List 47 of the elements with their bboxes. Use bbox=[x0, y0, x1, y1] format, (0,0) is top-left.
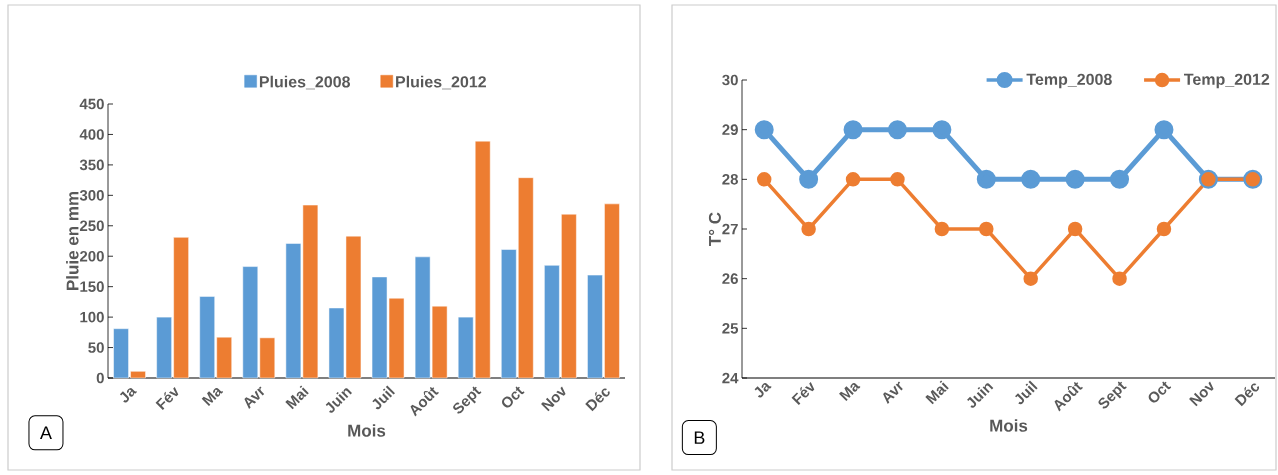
x-tick-label: Juil bbox=[372, 385, 395, 410]
x-tick-label: Fév bbox=[791, 381, 815, 406]
x-tick-label: Juin bbox=[325, 388, 352, 413]
y-tick-label: 50 bbox=[88, 342, 104, 353]
y-axis-title: Pluie en mm bbox=[66, 191, 79, 290]
x-tick-label: Ma bbox=[201, 388, 223, 407]
x-axis-title: Mois bbox=[990, 419, 1028, 432]
y-tick-label: 26 bbox=[722, 273, 738, 284]
x-tick-label: Ma bbox=[839, 383, 861, 402]
y-tick-label: 25 bbox=[722, 323, 739, 334]
x-tick-label: Mai bbox=[285, 385, 309, 410]
x-tick-label: Déc bbox=[1234, 383, 1260, 407]
text: B bbox=[694, 431, 705, 444]
legend-label: Pluies_2008 bbox=[259, 75, 350, 90]
text: A bbox=[39, 426, 52, 439]
legend-label: Temp_2012 bbox=[1184, 73, 1270, 89]
x-tick-label: Oct bbox=[1148, 381, 1172, 403]
y-tick-label: 100 bbox=[80, 311, 104, 323]
y-tick-label: 30 bbox=[722, 74, 738, 86]
x-tick-label: Nov bbox=[1189, 381, 1214, 407]
x-tick-label: Déc bbox=[585, 388, 610, 412]
x-tick-label: Avr bbox=[883, 381, 903, 405]
y-tick-label: 29 bbox=[722, 124, 738, 135]
y-axis-title: T° C bbox=[708, 212, 721, 246]
x-tick-label: Fév bbox=[155, 386, 179, 411]
x-tick-label: Juin bbox=[967, 383, 994, 408]
x-tick-label: Mai bbox=[925, 380, 949, 405]
x-tick-label: Juil bbox=[1015, 380, 1038, 405]
x-axis-title: Mois bbox=[348, 424, 386, 437]
x-tick-label: Nov bbox=[541, 386, 566, 412]
y-tick-label: 28 bbox=[722, 174, 738, 185]
y-tick-label: 300 bbox=[79, 190, 104, 201]
y-tick-label: 150 bbox=[80, 281, 104, 292]
y-tick-label: 24 bbox=[722, 372, 739, 384]
x-tick-label: Avr bbox=[244, 386, 265, 410]
legend-label: Pluies_2012 bbox=[396, 75, 486, 90]
y-tick-label: 250 bbox=[79, 220, 104, 232]
x-tick-label: Ja bbox=[119, 388, 137, 403]
y-tick-label: 0 bbox=[96, 372, 104, 384]
y-tick-label: 450 bbox=[79, 98, 104, 110]
legend-label: Temp_2008 bbox=[1026, 73, 1112, 89]
y-tick-label: 350 bbox=[79, 159, 104, 171]
x-tick-label: Oct bbox=[502, 386, 525, 408]
y-tick-label: 200 bbox=[79, 250, 104, 262]
x-tick-label: Ja bbox=[754, 383, 772, 398]
y-tick-label: 27 bbox=[722, 223, 738, 235]
y-tick-label: 400 bbox=[79, 129, 104, 140]
